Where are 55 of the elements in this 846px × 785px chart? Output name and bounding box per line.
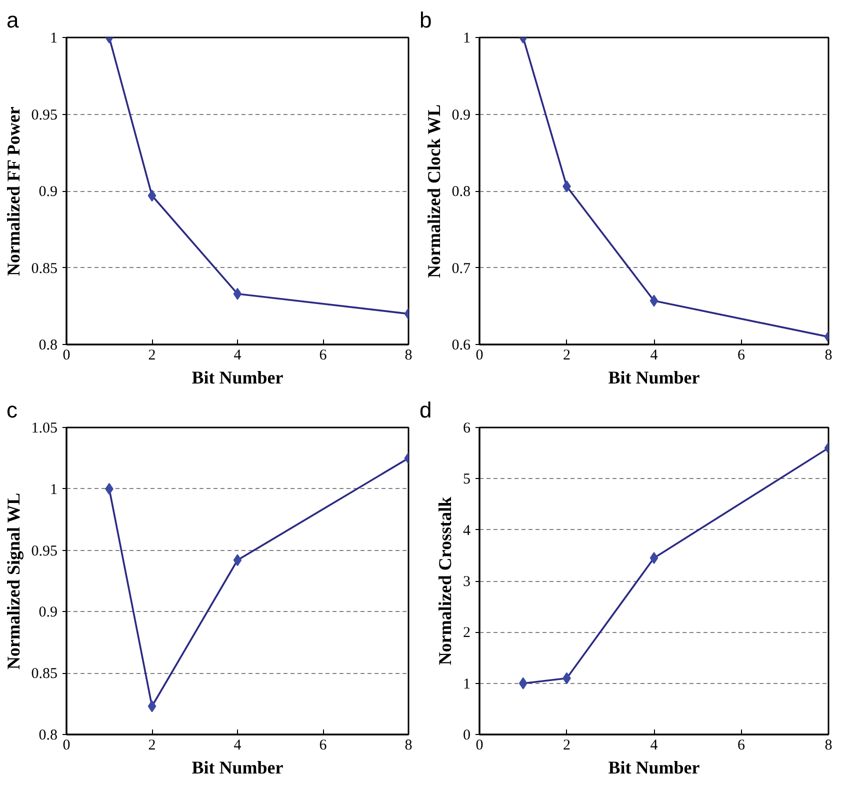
x-axis-title: Bit Number xyxy=(608,758,700,778)
y-tick-label: 0.85 xyxy=(31,260,58,277)
x-axis-title: Bit Number xyxy=(608,368,700,388)
x-axis-title: Bit Number xyxy=(192,368,284,388)
chart-title: d xyxy=(420,398,432,422)
y-tick-label: 0.8 xyxy=(452,184,470,200)
x-tick-label: 6 xyxy=(319,738,328,754)
y-tick-label: 0.9 xyxy=(38,184,58,200)
y-axis-title: Normalized Crosstalk xyxy=(435,496,455,666)
y-tick-label: 2 xyxy=(463,625,470,642)
y-axis-title: Normalized Signal WL xyxy=(3,492,24,670)
y-tick-label: 0.95 xyxy=(31,107,58,124)
x-tick-label: 0 xyxy=(476,738,484,754)
x-tick-label: 0 xyxy=(62,348,70,364)
x-tick-label: 6 xyxy=(319,348,328,364)
y-tick-label: 4 xyxy=(463,522,471,539)
y-tick-label: 1 xyxy=(50,482,58,498)
y-tick-label: 6 xyxy=(463,420,471,436)
y-tick-label: 0.95 xyxy=(31,543,58,560)
y-tick-label: 0.9 xyxy=(452,107,470,124)
y-tick-label: 0.7 xyxy=(452,260,471,277)
y-tick-label: 1 xyxy=(463,30,470,46)
y-axis-title: Normalized FF Power xyxy=(3,106,24,276)
x-tick-label: 4 xyxy=(650,738,658,754)
x-tick-label: 8 xyxy=(824,738,832,754)
y-tick-label: 0.6 xyxy=(452,338,471,354)
x-tick-label: 4 xyxy=(234,348,242,364)
y-tick-label: 1.05 xyxy=(31,420,58,436)
x-tick-label: 6 xyxy=(738,348,746,364)
x-tick-label: 2 xyxy=(148,738,156,754)
x-tick-label: 2 xyxy=(563,348,570,364)
chart-title: c xyxy=(6,398,18,422)
y-tick-label: 0.8 xyxy=(38,728,58,744)
y-axis-title: Normalized Clock WL xyxy=(424,104,444,278)
x-tick-label: 8 xyxy=(404,348,412,364)
y-tick-label: 0.8 xyxy=(38,338,58,354)
x-tick-label: 4 xyxy=(234,738,242,754)
x-tick-label: 0 xyxy=(62,738,70,754)
y-tick-label: 0.9 xyxy=(38,604,58,621)
y-tick-label: 5 xyxy=(463,472,470,488)
y-tick-label: 1 xyxy=(463,676,470,692)
y-tick-label: 3 xyxy=(463,574,470,590)
chart-title: b xyxy=(420,8,432,32)
x-axis-title: Bit Number xyxy=(192,758,284,778)
x-tick-label: 8 xyxy=(404,738,412,754)
y-tick-label: 1 xyxy=(50,30,58,46)
x-tick-label: 8 xyxy=(824,348,832,364)
x-tick-label: 2 xyxy=(148,348,156,364)
x-tick-label: 2 xyxy=(563,738,570,754)
x-tick-label: 0 xyxy=(476,348,484,364)
x-tick-label: 6 xyxy=(738,738,746,754)
y-tick-label: 0.85 xyxy=(31,666,58,682)
y-tick-label: 0 xyxy=(463,728,470,744)
chart-title: a xyxy=(6,8,20,32)
x-tick-label: 4 xyxy=(650,348,658,364)
